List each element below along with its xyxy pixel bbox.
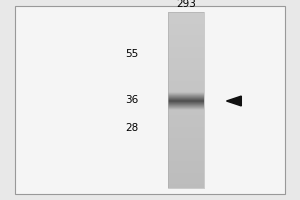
Text: 55: 55 (125, 49, 138, 59)
Text: 293: 293 (176, 0, 196, 9)
Bar (15, 6, 285, 194)
Polygon shape (226, 96, 241, 106)
Text: 28: 28 (125, 123, 138, 133)
Text: 36: 36 (125, 95, 138, 105)
Bar (168, 12, 204, 188)
